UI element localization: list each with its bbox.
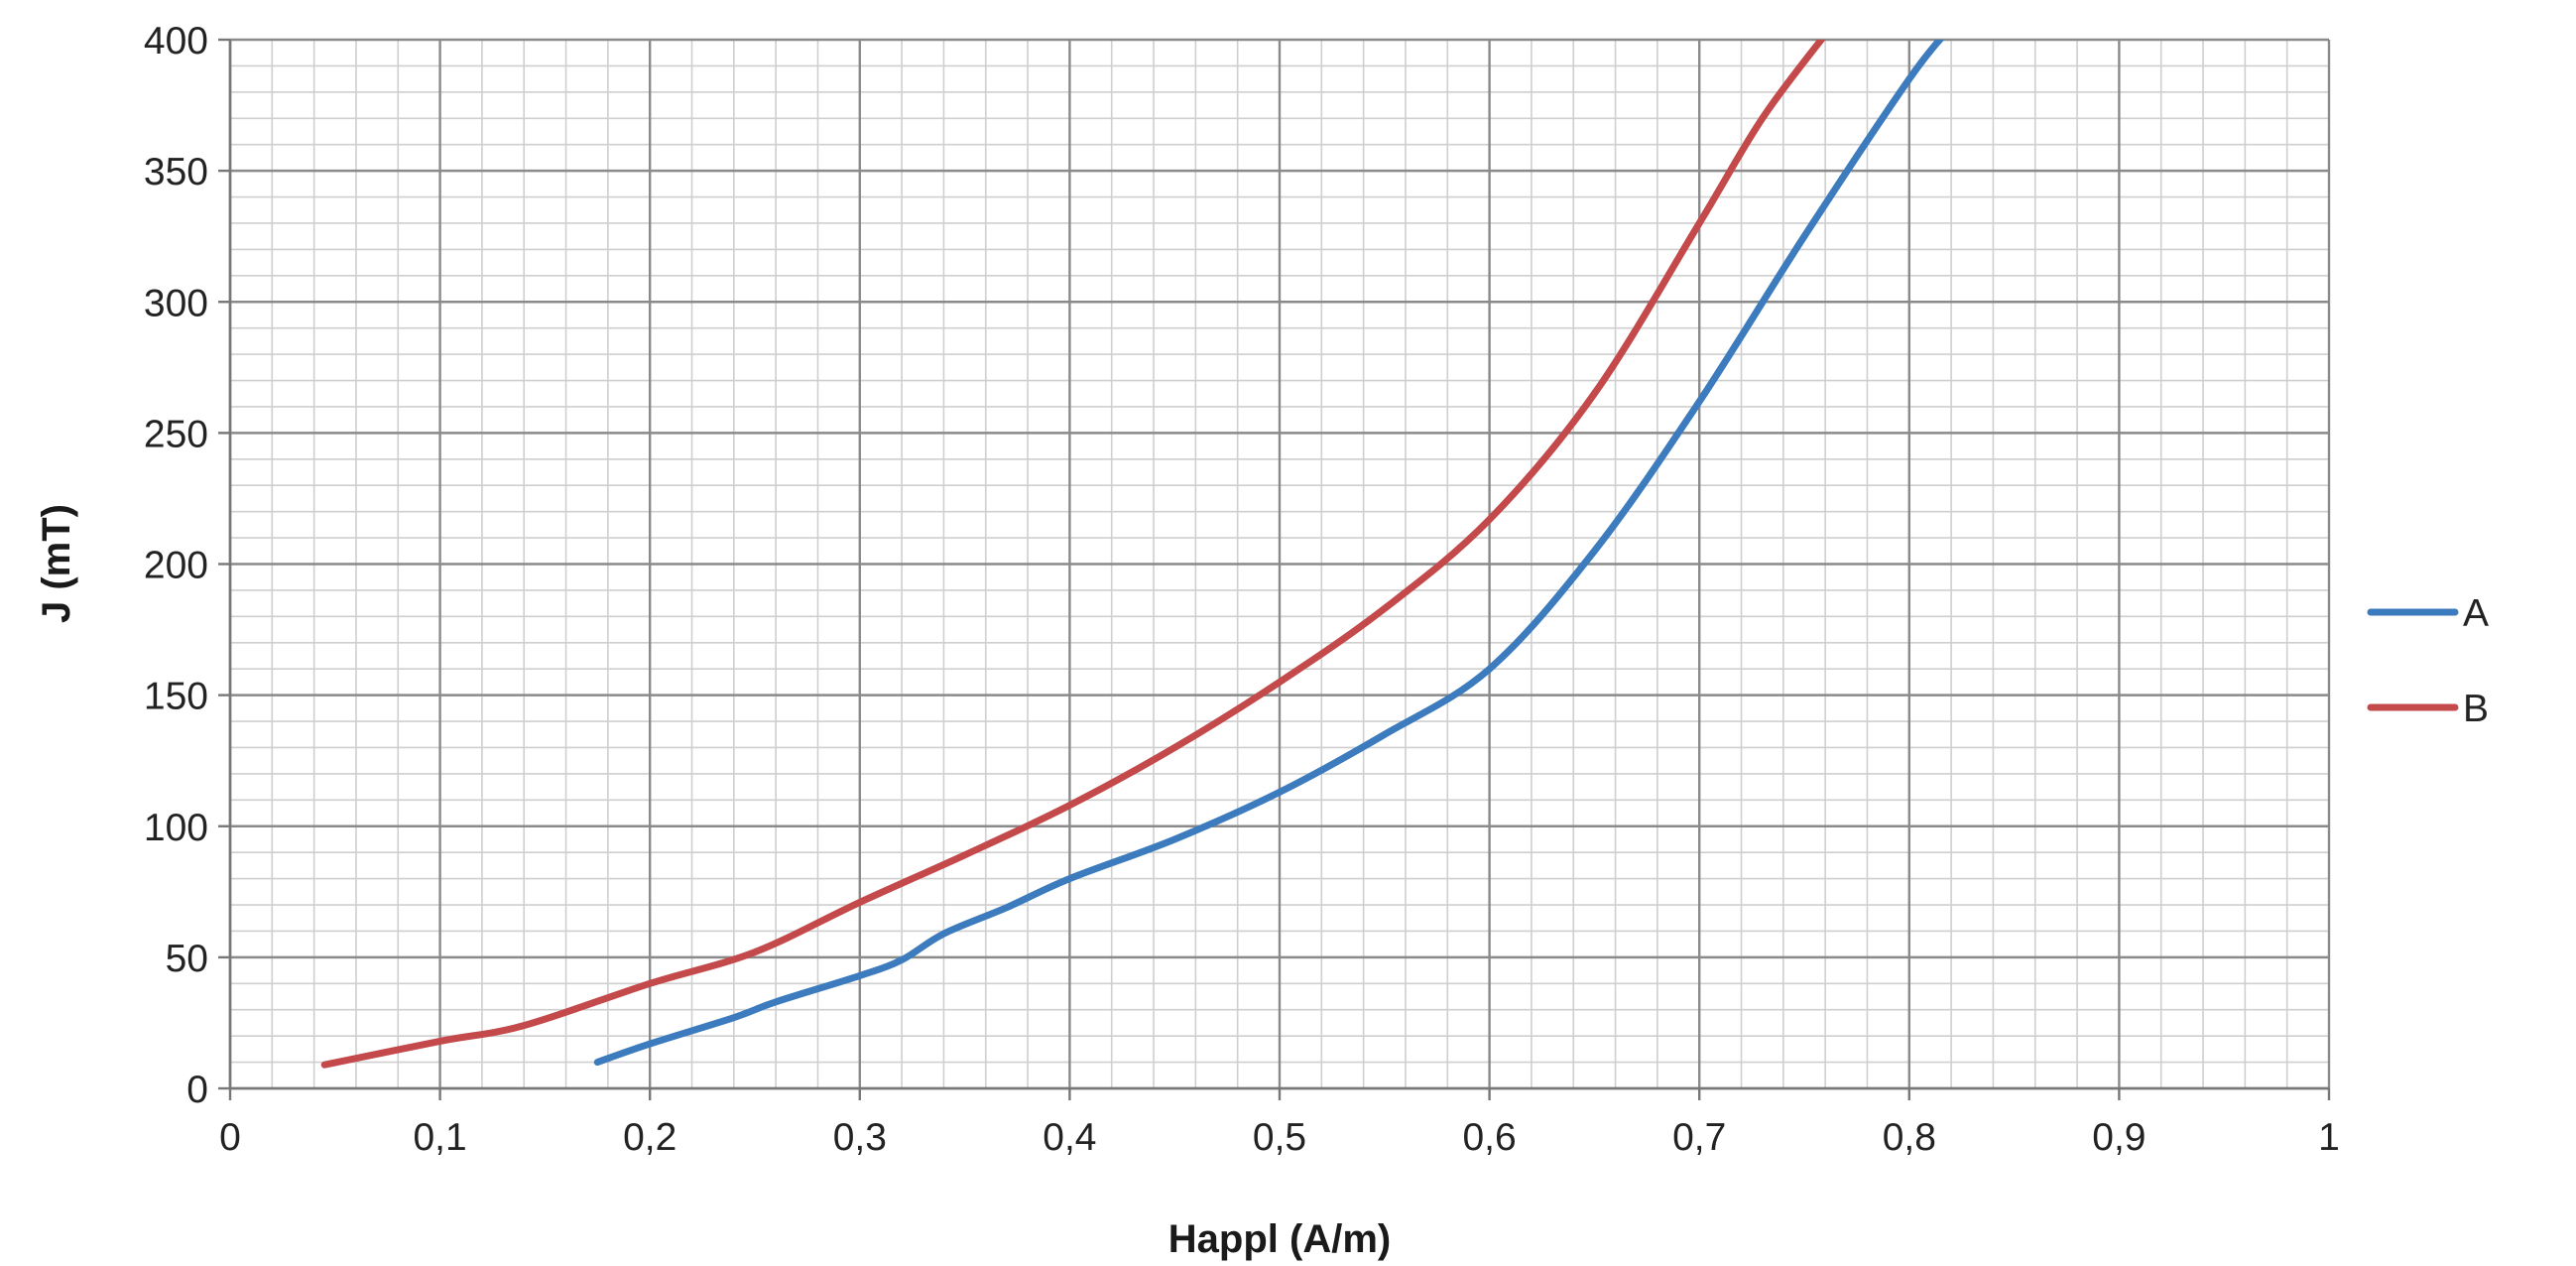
x-axis-title: Happl (A/m) [1168,1217,1391,1261]
legend: A B [2367,592,2489,730]
y-axis-ticks: 0 50 100 150 200 250 300 350 400 [144,20,230,1111]
y-tick-label: 150 [144,676,208,718]
series-line-a [593,40,1945,1067]
x-tick-label: 0,1 [413,1116,466,1159]
x-tick-label: 0,5 [1253,1116,1306,1159]
x-tick-label: 0,2 [623,1116,676,1159]
legend-item-b: B [2367,688,2489,730]
series-line-b [320,40,1826,1069]
y-tick-label: 100 [144,807,208,849]
x-axis-ticks: 0 0,1 0,2 0,3 0,4 0,5 0,6 0,7 0,8 0,9 1 [219,1088,2340,1159]
y-tick-label: 400 [144,20,208,63]
legend-label-a: A [2463,592,2489,635]
x-tick-label: 0,7 [1672,1116,1726,1159]
y-tick-label: 200 [144,545,208,587]
x-tick-label: 0,8 [1883,1116,1936,1159]
x-tick-label: 0,3 [833,1116,887,1159]
x-tick-label: 0,4 [1043,1116,1096,1159]
series-layer [320,40,1945,1069]
y-tick-label: 50 [166,938,208,980]
y-axis-title: J (mT) [35,504,78,623]
x-tick-label: 0,6 [1462,1116,1516,1159]
y-tick-label: 250 [144,413,208,455]
x-tick-label: 1 [2318,1116,2340,1159]
y-tick-label: 350 [144,151,208,193]
x-tick-label: 0 [219,1116,241,1159]
y-tick-label: 0 [186,1069,208,1111]
legend-label-b: B [2463,688,2489,730]
legend-item-a: A [2367,592,2489,635]
x-tick-label: 0,9 [2092,1116,2146,1159]
y-tick-label: 300 [144,282,208,324]
